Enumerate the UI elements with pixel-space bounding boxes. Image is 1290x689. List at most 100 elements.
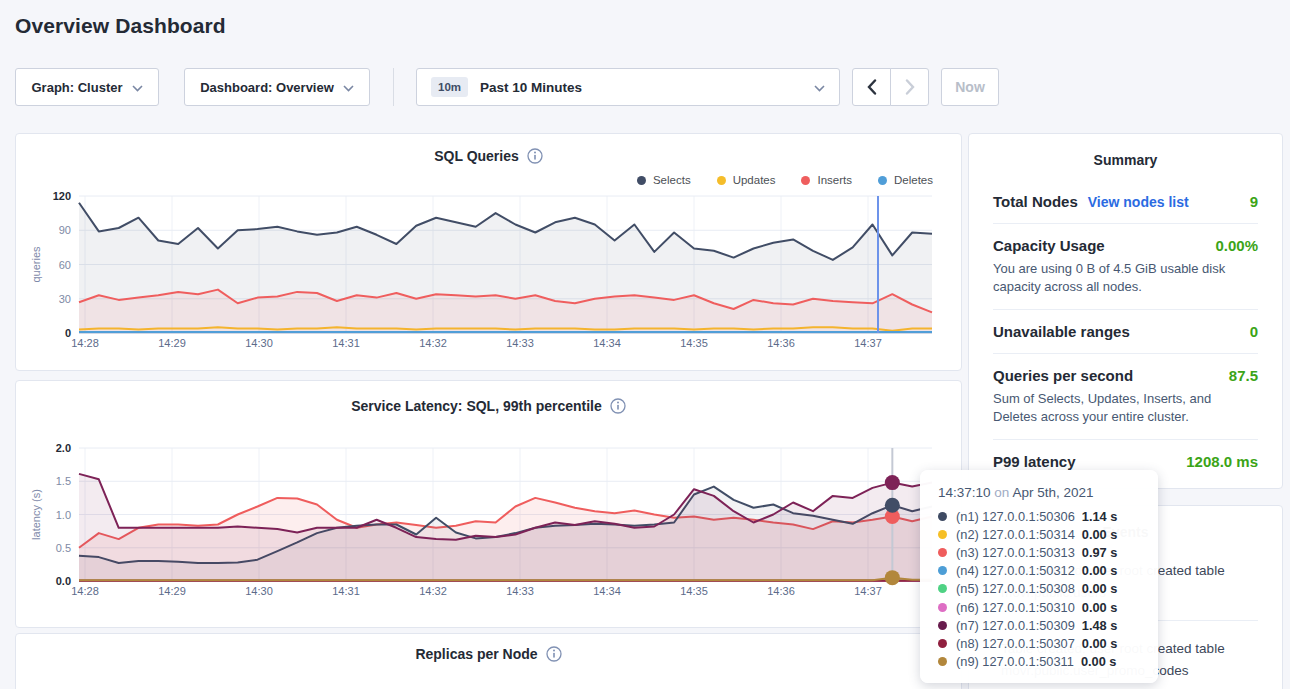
tooltip-latency-value: 0.00 s <box>1082 563 1118 578</box>
summary-panel: Summary Total Nodes View nodes list 9 Capac… <box>968 133 1283 489</box>
summary-item-label: Total Nodes <box>993 193 1078 210</box>
svg-text:0.0: 0.0 <box>56 575 71 587</box>
svg-text:14:32: 14:32 <box>419 337 447 349</box>
summary-title: Summary <box>969 152 1282 168</box>
svg-text:1.0: 1.0 <box>56 509 71 521</box>
svg-text:2.0: 2.0 <box>56 442 71 454</box>
info-icon[interactable] <box>546 646 562 662</box>
tooltip-node-label: (n1) 127.0.0.1:50306 <box>956 509 1075 524</box>
tooltip-row: (n3) 127.0.0.1:503130.97 s <box>938 543 1148 561</box>
chart-title-service-latency: Service Latency: SQL, 99th percentile <box>16 398 961 414</box>
svg-text:0: 0 <box>65 327 71 339</box>
graph-dropdown[interactable]: Graph: Cluster <box>15 68 159 106</box>
summary-item-value: 0 <box>1250 323 1258 340</box>
svg-text:14:29: 14:29 <box>158 585 186 597</box>
page-title: Overview Dashboard <box>15 14 226 38</box>
dashboard-dropdown[interactable]: Dashboard: Overview <box>184 68 370 106</box>
summary-row: Total Nodes View nodes list 9 <box>993 193 1258 210</box>
summary-item-value: 0.00% <box>1215 237 1258 254</box>
tooltip-latency-value: 0.00 s <box>1081 654 1117 669</box>
graph-dropdown-label: Graph: Cluster <box>31 80 122 95</box>
tooltip-row: (n2) 127.0.0.1:503140.00 s <box>938 525 1148 543</box>
toolbar-divider <box>393 68 394 106</box>
summary-item-label: Queries per second <box>993 367 1133 384</box>
summary-row: P99 latency1208.0 ms <box>993 453 1258 470</box>
summary-item-label: Unavailable ranges <box>993 323 1130 340</box>
svg-text:14:36: 14:36 <box>767 585 795 597</box>
tooltip-node-label: (n3) 127.0.0.1:50313 <box>956 545 1075 560</box>
tooltip-node-label: (n5) 127.0.0.1:50308 <box>956 581 1075 596</box>
series-color-dot <box>938 603 947 612</box>
svg-text:14:34: 14:34 <box>593 585 621 597</box>
now-button[interactable]: Now <box>941 68 999 106</box>
summary-item-description: You are using 0 B of 4.5 GiB usable disk… <box>993 260 1258 296</box>
chevron-right-icon <box>905 79 915 95</box>
sql-queries-chart[interactable]: 14:2814:2914:3014:3114:3214:3314:3414:35… <box>24 184 954 356</box>
svg-text:14:33: 14:33 <box>506 585 534 597</box>
tooltip-timestamp: 14:37:10 on Apr 5th, 2021 <box>938 485 1148 500</box>
summary-item-label: Capacity Usage <box>993 237 1105 254</box>
chart-title-sql-queries: SQL Queries <box>16 148 961 164</box>
svg-text:14:35: 14:35 <box>680 337 708 349</box>
series-color-dot <box>938 548 947 557</box>
tooltip-row: (n5) 127.0.0.1:50308 0.00 s <box>938 580 1148 598</box>
tooltip-node-label: (n9) 127.0.0.1:50311 <box>956 654 1074 669</box>
sql-queries-card: SQL Queries SelectsUpdatesInsertsDeletes… <box>15 133 962 371</box>
summary-row: Unavailable ranges 0 <box>993 323 1258 340</box>
time-prev-button[interactable] <box>852 68 891 106</box>
chevron-down-icon <box>814 85 825 92</box>
svg-text:14:31: 14:31 <box>332 337 360 349</box>
svg-text:queries: queries <box>30 246 42 283</box>
tooltip-latency-value: 0.00 s <box>1082 600 1118 615</box>
tooltip-latency-value: 0.00 s <box>1082 636 1118 651</box>
info-icon[interactable] <box>527 148 543 164</box>
svg-text:1.5: 1.5 <box>56 475 71 487</box>
time-range-badge: 10m <box>431 77 468 97</box>
dashboard-dropdown-label: Dashboard: Overview <box>200 80 334 95</box>
tooltip-row: (n4) 127.0.0.1:50312 0.00 s <box>938 562 1148 580</box>
tooltip-row: (n7) 127.0.0.1:503091.48 s <box>938 616 1148 634</box>
svg-text:30: 30 <box>59 293 71 305</box>
chevron-down-icon <box>343 85 354 92</box>
tooltip-row: (n6) 127.0.0.1:50310 0.00 s <box>938 598 1148 616</box>
svg-text:14:31: 14:31 <box>332 585 360 597</box>
summary-row: Capacity Usage 0.00% <box>993 237 1258 254</box>
summary-item-label: P99 latency <box>993 453 1076 470</box>
time-range-label: Past 10 Minutes <box>480 80 582 95</box>
svg-text:latency (s): latency (s) <box>30 489 42 540</box>
chevron-left-icon <box>867 79 877 95</box>
summary-item: Total Nodes View nodes list 9 <box>993 180 1258 224</box>
tooltip-node-label: (n6) 127.0.0.1:50310 <box>956 600 1075 615</box>
svg-text:14:30: 14:30 <box>245 337 273 349</box>
chevron-down-icon <box>132 85 143 92</box>
service-latency-chart[interactable]: 14:2814:2914:3014:3114:3214:3314:3414:35… <box>24 437 954 609</box>
svg-text:14:28: 14:28 <box>71 337 99 349</box>
summary-row: Queries per second 87.5 <box>993 367 1258 384</box>
chart-title-replicas-per-node: Replicas per Node <box>16 646 961 662</box>
time-range-dropdown[interactable]: 10m Past 10 Minutes <box>416 68 840 106</box>
tooltip-latency-value: 0.00 s <box>1082 581 1118 596</box>
summary-item: Unavailable ranges 0 <box>993 310 1258 354</box>
replicas-per-node-card: Replicas per Node <box>15 633 962 689</box>
summary-item: Queries per second87.5Sum of Selects, Up… <box>993 354 1258 440</box>
overview-dashboard-page: { "page": { "title": "Overview Dashboard… <box>0 0 1290 689</box>
tooltip-row: (n1) 127.0.0.1:503061.14 s <box>938 507 1148 525</box>
summary-item-value: 87.5 <box>1229 367 1258 384</box>
svg-text:14:29: 14:29 <box>158 337 186 349</box>
series-color-dot <box>938 657 947 666</box>
series-color-dot <box>938 566 947 575</box>
view-nodes-link[interactable]: View nodes list <box>1088 194 1189 210</box>
chart-hover-tooltip: 14:37:10 on Apr 5th, 2021 (n1) 127.0.0.1… <box>920 470 1158 683</box>
time-next-button[interactable] <box>890 68 929 106</box>
svg-text:14:30: 14:30 <box>245 585 273 597</box>
tooltip-row: (n8) 127.0.0.1:503070.00 s <box>938 634 1148 652</box>
summary-item: Capacity Usage 0.00% You are using 0 B of … <box>993 224 1258 310</box>
tooltip-node-label: (n4) 127.0.0.1:50312 <box>956 563 1075 578</box>
svg-text:14:34: 14:34 <box>593 337 621 349</box>
series-color-dot <box>938 512 947 521</box>
tooltip-node-label: (n7) 127.0.0.1:50309 <box>956 618 1075 633</box>
info-icon[interactable] <box>610 398 626 414</box>
summary-item-value: 9 <box>1250 193 1258 210</box>
series-color-dot <box>938 639 947 648</box>
svg-text:60: 60 <box>59 259 71 271</box>
